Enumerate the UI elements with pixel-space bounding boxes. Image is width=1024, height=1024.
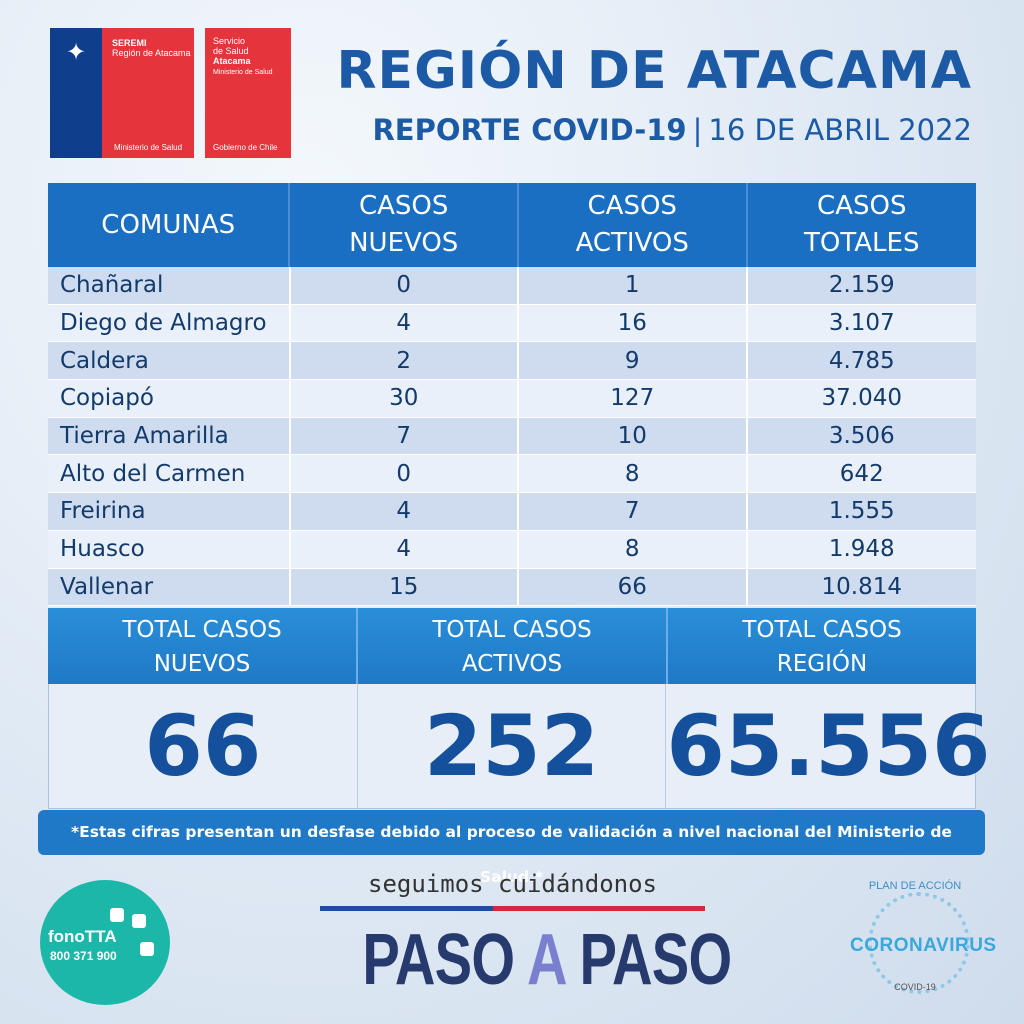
header: REGIÓN DE ATACAMA REPORTE COVID-19 | 16 DE… — [337, 38, 973, 148]
table-cell: 4.785 — [747, 342, 976, 381]
table-cell: 4 — [290, 493, 519, 531]
table-cell: 4 — [290, 304, 519, 343]
fonotta-name: fonoTTA — [48, 927, 117, 946]
campaign-tagline: seguimos cuidándonos — [368, 870, 657, 898]
totals-label: TOTAL CASOS NUEVOS — [48, 608, 358, 684]
paso-word-2: PASO — [564, 920, 732, 1000]
table-cell: 8 — [519, 530, 748, 569]
paso-word-1: PASO — [362, 920, 527, 1000]
paso-a-paso-text: PASO A PASO — [362, 920, 732, 1000]
table-cell: Vallenar — [48, 568, 291, 607]
subtitle-separator: | — [692, 113, 703, 147]
totals-label: TOTAL CASOS ACTIVOS — [358, 608, 668, 684]
fonotta-number: 800 371 900 — [50, 949, 117, 963]
table-cell: 642 — [747, 455, 976, 494]
table-cell: 3.107 — [747, 305, 976, 343]
table-cell: 15 — [290, 568, 519, 607]
col-header-casos-activos: CASOS ACTIVOS — [519, 183, 748, 267]
table-cell: 0 — [290, 267, 519, 305]
totals-label: TOTAL CASOS REGIÓN — [742, 617, 902, 677]
table-cell: 0 — [290, 455, 519, 494]
table-cell: 2.159 — [747, 267, 976, 305]
plan-top: PLAN DE ACCIÓN — [868, 880, 962, 892]
plan-main: CORONAVIRUS — [850, 935, 997, 956]
table-cell: Freirina — [48, 493, 291, 531]
lab-icon — [132, 914, 146, 928]
table-row: Vallenar 15 66 10.814 — [48, 568, 976, 607]
table-row: Tierra Amarilla 7 10 3.506 — [48, 417, 976, 456]
table-cell: 30 — [290, 380, 519, 418]
table-cell: 7 — [519, 493, 748, 531]
paso-a-paso-logo: seguimos cuidándonos PASO A PASO — [320, 870, 732, 1000]
table-row: Chañaral 0 1 2.159 — [48, 267, 976, 305]
total-region-value: 65.556 — [666, 697, 991, 795]
table-row: Diego de Almagro 4 16 3.107 — [48, 304, 976, 343]
totals-values: 66 252 65.556 — [48, 684, 991, 809]
table-cell: 7 — [290, 417, 519, 456]
table-cell: Copiapó — [48, 380, 291, 418]
table-cell: Alto del Carmen — [48, 455, 291, 494]
table-cell: 37.040 — [747, 380, 976, 418]
table-row: Caldera 2 9 4.785 — [48, 342, 976, 381]
seremi-logo-line2: Región de Atacama — [112, 48, 191, 58]
table-cell: Caldera — [48, 342, 291, 381]
table-cell: Diego de Almagro — [48, 304, 291, 343]
report-label: REPORTE COVID-19 — [372, 113, 687, 147]
table-cell: 4 — [290, 530, 519, 569]
total-activos-value: 252 — [358, 684, 667, 808]
subtitle: REPORTE COVID-19 | 16 DE ABRIL 2022 — [337, 112, 972, 148]
col-header-comunas: COMUNAS — [48, 183, 291, 267]
table-cell: 66 — [519, 568, 748, 607]
table-row: Huasco 4 8 1.948 — [48, 530, 976, 569]
totals-header: TOTAL CASOS NUEVOS TOTAL CASOS ACTIVOS TOTAL… — [48, 608, 976, 684]
table-cell: 2 — [290, 342, 519, 381]
fonotta-badge: fonoTTA 800 371 900 — [40, 880, 170, 1005]
servicio-line3: Atacama — [213, 56, 251, 66]
total-nuevos-value: 66 — [49, 684, 358, 808]
table-cell: 1.948 — [747, 531, 976, 569]
table-row: Alto del Carmen 0 8 642 — [48, 455, 976, 494]
plan-coronavirus-logo: PLAN DE ACCIÓN CORONAVIRUS COVID-19 — [850, 880, 997, 1005]
table-row: Copiapó 30 127 37.040 — [48, 380, 976, 418]
virus-icon — [868, 892, 970, 994]
phone-icon — [110, 908, 124, 922]
servicio-logo-bottom: Gobierno de Chile — [213, 143, 278, 152]
servicio-salud-logo: Servicio de Salud Atacama Ministerio de … — [205, 28, 291, 158]
table-cell: 1.555 — [747, 493, 976, 531]
disclaimer-note: *Estas cifras presentan un desfase debid… — [38, 810, 985, 886]
table-row: Freirina 4 7 1.555 — [48, 493, 976, 531]
table-cell: 127 — [519, 380, 748, 418]
chile-crest-icon: ✦ — [65, 38, 87, 66]
table-header: COMUNAS CASOS NUEVOS CASOS ACTIVOS CASOS TO… — [48, 183, 976, 267]
report-date: 16 DE ABRIL 2022 — [708, 113, 972, 147]
table-cell: 1 — [519, 267, 748, 305]
plan-bottom: COVID-19 — [894, 982, 936, 992]
table-cell: 16 — [519, 304, 748, 343]
table-cell: 9 — [519, 342, 748, 381]
page-title: REGIÓN DE ATACAMA — [336, 41, 972, 101]
servicio-line2: de Salud — [213, 46, 249, 56]
servicio-line1: Servicio — [213, 36, 246, 46]
col-header-casos-nuevos: CASOS NUEVOS — [290, 183, 519, 267]
table-cell: Tierra Amarilla — [48, 417, 291, 456]
table-cell: Huasco — [48, 530, 291, 569]
totals-panel: TOTAL CASOS NUEVOS TOTAL CASOS ACTIVOS TOTAL… — [48, 608, 991, 809]
table-body: Chañaral 0 1 2.159 Diego de Almagro 4 16 3.107 C… — [48, 267, 976, 607]
table-cell: 10 — [519, 417, 748, 456]
comunas-table: COMUNAS CASOS NUEVOS CASOS ACTIVOS CASOS TO… — [48, 183, 976, 607]
table-cell: Chañaral — [48, 267, 291, 305]
table-cell: 10.814 — [747, 569, 976, 607]
col-header-casos-totales: CASOS TOTALES — [804, 191, 920, 258]
seremi-logo-line1: SEREMI — [112, 38, 147, 48]
seremi-logo: ✦ SEREMI Región de Atacama Ministerio de … — [50, 28, 194, 158]
a-word: A — [526, 920, 565, 1000]
flag-rule — [320, 906, 705, 911]
home-icon — [140, 942, 154, 956]
servicio-line4: Ministerio de Salud — [213, 69, 273, 76]
table-cell: 3.506 — [747, 418, 976, 456]
seremi-logo-bottom: Ministerio de Salud — [114, 143, 183, 152]
table-cell: 8 — [519, 455, 748, 494]
